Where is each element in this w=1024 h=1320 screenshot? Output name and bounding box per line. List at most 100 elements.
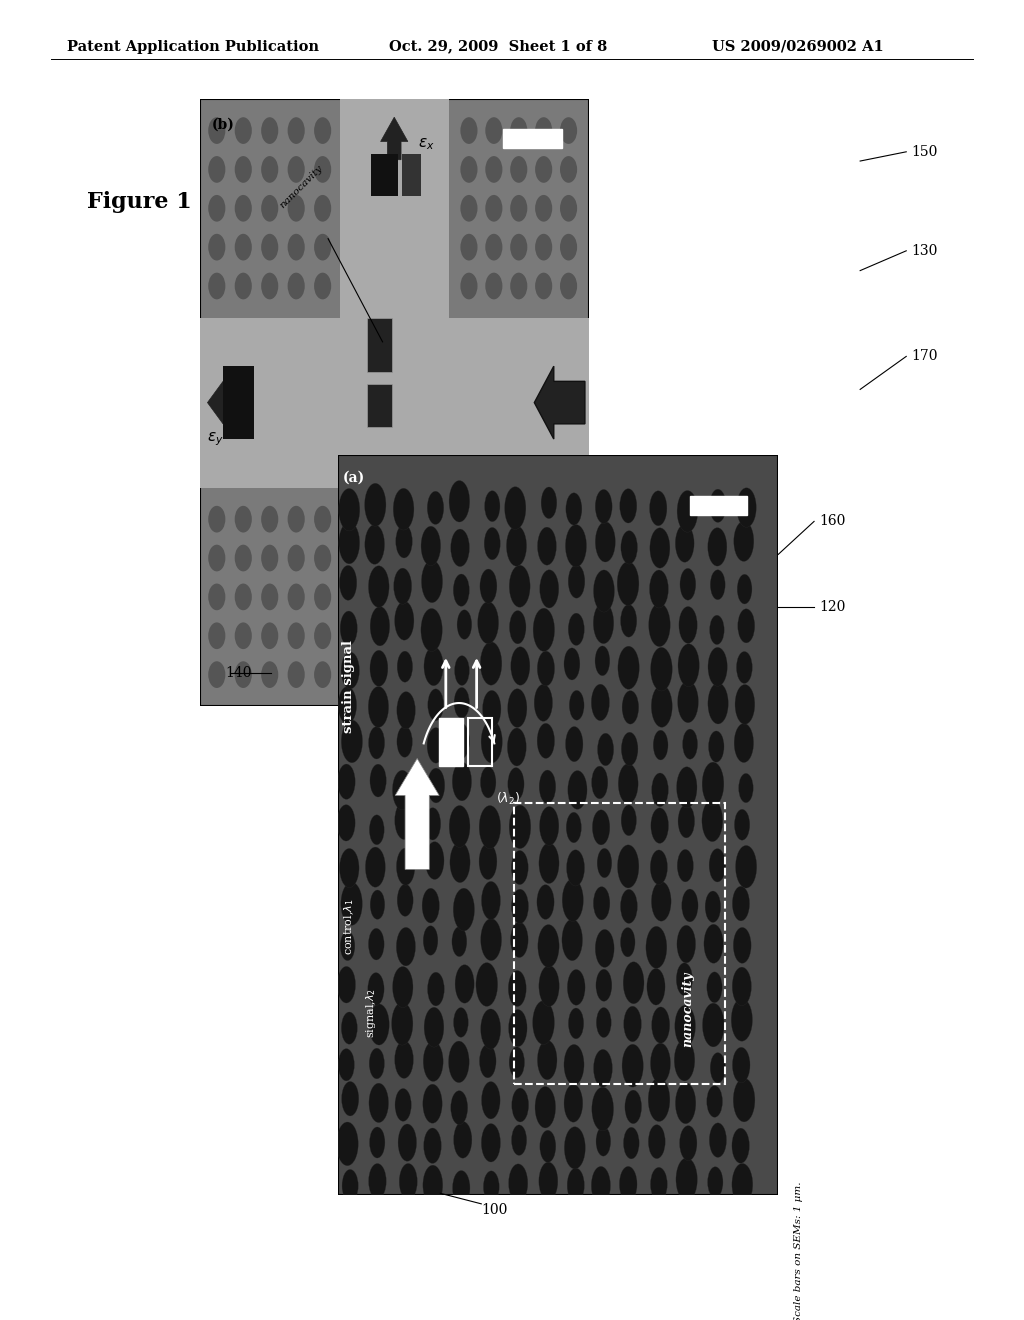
Circle shape bbox=[208, 583, 225, 610]
Ellipse shape bbox=[646, 927, 667, 969]
Bar bbox=[503, 129, 561, 148]
Ellipse shape bbox=[564, 648, 580, 680]
Ellipse shape bbox=[370, 1127, 385, 1158]
Ellipse shape bbox=[564, 1044, 584, 1085]
Circle shape bbox=[208, 273, 225, 300]
Circle shape bbox=[208, 661, 225, 688]
Circle shape bbox=[288, 545, 305, 572]
Ellipse shape bbox=[476, 962, 498, 1006]
Circle shape bbox=[510, 506, 527, 532]
Ellipse shape bbox=[369, 928, 384, 960]
Ellipse shape bbox=[710, 490, 726, 523]
Ellipse shape bbox=[711, 1052, 725, 1084]
Circle shape bbox=[288, 661, 305, 688]
Ellipse shape bbox=[650, 1043, 671, 1084]
Circle shape bbox=[208, 545, 225, 572]
Ellipse shape bbox=[738, 774, 754, 803]
Ellipse shape bbox=[393, 568, 412, 605]
Ellipse shape bbox=[397, 692, 416, 729]
Ellipse shape bbox=[397, 884, 413, 916]
Ellipse shape bbox=[451, 1090, 468, 1125]
Text: nanocavity: nanocavity bbox=[681, 972, 694, 1047]
Ellipse shape bbox=[396, 928, 416, 966]
Ellipse shape bbox=[398, 1125, 417, 1162]
Ellipse shape bbox=[507, 525, 526, 566]
Ellipse shape bbox=[425, 808, 440, 840]
Circle shape bbox=[461, 545, 477, 572]
Circle shape bbox=[510, 545, 527, 572]
Ellipse shape bbox=[428, 689, 443, 721]
Text: 140: 140 bbox=[225, 667, 252, 680]
Ellipse shape bbox=[591, 684, 609, 721]
Ellipse shape bbox=[676, 1082, 695, 1123]
Circle shape bbox=[208, 506, 225, 532]
Circle shape bbox=[510, 195, 527, 222]
Ellipse shape bbox=[735, 846, 757, 888]
Ellipse shape bbox=[477, 602, 499, 644]
Ellipse shape bbox=[621, 928, 635, 957]
Ellipse shape bbox=[479, 805, 501, 849]
Circle shape bbox=[485, 117, 503, 144]
Ellipse shape bbox=[422, 560, 442, 603]
Ellipse shape bbox=[708, 1167, 723, 1197]
Ellipse shape bbox=[337, 805, 355, 841]
Circle shape bbox=[536, 583, 552, 610]
Ellipse shape bbox=[622, 805, 637, 836]
FancyArrow shape bbox=[535, 366, 585, 440]
Ellipse shape bbox=[511, 647, 529, 685]
FancyArrow shape bbox=[395, 759, 439, 870]
Ellipse shape bbox=[341, 882, 362, 925]
Text: 100: 100 bbox=[481, 1204, 508, 1217]
Ellipse shape bbox=[594, 570, 614, 612]
Ellipse shape bbox=[341, 1012, 357, 1044]
Ellipse shape bbox=[736, 652, 753, 684]
Ellipse shape bbox=[683, 729, 697, 759]
Ellipse shape bbox=[427, 727, 444, 763]
Ellipse shape bbox=[539, 1162, 558, 1200]
Ellipse shape bbox=[622, 1044, 643, 1088]
Circle shape bbox=[536, 545, 552, 572]
Ellipse shape bbox=[479, 843, 497, 879]
Ellipse shape bbox=[679, 606, 697, 643]
Circle shape bbox=[234, 545, 252, 572]
Ellipse shape bbox=[541, 487, 557, 519]
Circle shape bbox=[234, 117, 252, 144]
Ellipse shape bbox=[675, 1006, 695, 1047]
Ellipse shape bbox=[370, 651, 388, 686]
Ellipse shape bbox=[369, 566, 389, 607]
Circle shape bbox=[288, 506, 305, 532]
Circle shape bbox=[288, 273, 305, 300]
Ellipse shape bbox=[620, 1167, 637, 1203]
Circle shape bbox=[234, 234, 252, 260]
Circle shape bbox=[510, 234, 527, 260]
Bar bbox=[402, 153, 422, 197]
Ellipse shape bbox=[369, 1084, 388, 1122]
Ellipse shape bbox=[677, 767, 697, 808]
Ellipse shape bbox=[707, 972, 722, 1003]
Ellipse shape bbox=[648, 1078, 670, 1122]
Ellipse shape bbox=[481, 882, 501, 920]
Circle shape bbox=[510, 117, 527, 144]
Ellipse shape bbox=[340, 849, 359, 887]
Ellipse shape bbox=[701, 800, 723, 842]
Ellipse shape bbox=[369, 726, 385, 759]
Ellipse shape bbox=[732, 968, 752, 1006]
Circle shape bbox=[288, 234, 305, 260]
Ellipse shape bbox=[455, 965, 474, 1003]
Ellipse shape bbox=[538, 1040, 557, 1080]
Ellipse shape bbox=[427, 768, 444, 803]
Circle shape bbox=[485, 583, 503, 610]
Ellipse shape bbox=[538, 723, 555, 759]
Ellipse shape bbox=[508, 970, 526, 1007]
Ellipse shape bbox=[710, 1123, 726, 1158]
Text: y-signal: y-signal bbox=[441, 494, 450, 535]
Ellipse shape bbox=[564, 1085, 583, 1122]
Ellipse shape bbox=[423, 925, 438, 956]
Ellipse shape bbox=[562, 919, 583, 961]
Circle shape bbox=[288, 195, 305, 222]
Ellipse shape bbox=[649, 570, 669, 609]
Text: Oct. 29, 2009  Sheet 1 of 8: Oct. 29, 2009 Sheet 1 of 8 bbox=[389, 40, 607, 54]
Ellipse shape bbox=[568, 1008, 584, 1039]
Ellipse shape bbox=[422, 888, 439, 923]
Text: strain signal: strain signal bbox=[342, 640, 355, 733]
